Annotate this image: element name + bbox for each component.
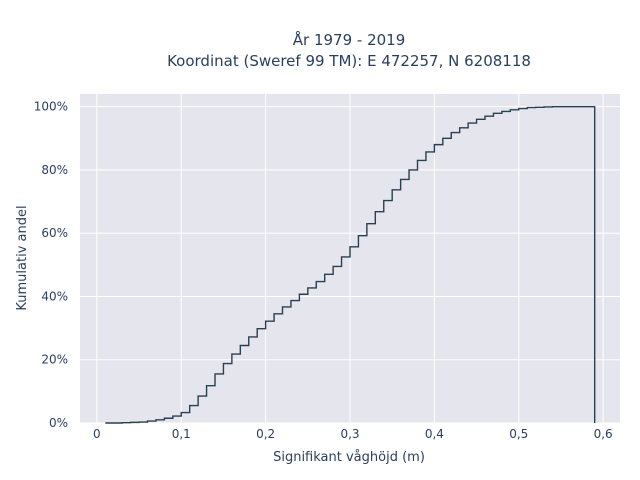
series-layer: [105, 105, 596, 424]
chart-title: År 1979 - 2019: [293, 30, 406, 49]
x-tick-label: 0,5: [509, 427, 528, 441]
y-tick-label: 40%: [41, 289, 68, 303]
x-tick-label: 0,6: [594, 427, 613, 441]
chart-subtitle: Koordinat (Sweref 99 TM): E 472257, N 62…: [167, 52, 531, 70]
x-tick-label: 0,4: [425, 427, 444, 441]
cdf-step-line: [105, 105, 596, 424]
y-tick-label: 60%: [41, 226, 68, 240]
y-tick-label: 20%: [41, 353, 68, 367]
x-tick-label: 0,2: [256, 427, 275, 441]
x-tick-label: 0,3: [340, 427, 359, 441]
y-axis-title: Kumulativ andel: [15, 205, 30, 310]
x-tick-label: 0: [93, 427, 101, 441]
y-tick-label: 100%: [34, 100, 68, 114]
tick-labels: 0 0,1 0,2 0,3 0,4 0,5 0,6 0% 20% 40% 60% 80% 100%: [34, 100, 613, 441]
y-tick-label: 0%: [49, 416, 68, 430]
x-tick-label: 0,1: [172, 427, 191, 441]
x-axis-title: Signifikant våghöjd (m): [273, 450, 425, 465]
y-tick-label: 80%: [41, 163, 68, 177]
